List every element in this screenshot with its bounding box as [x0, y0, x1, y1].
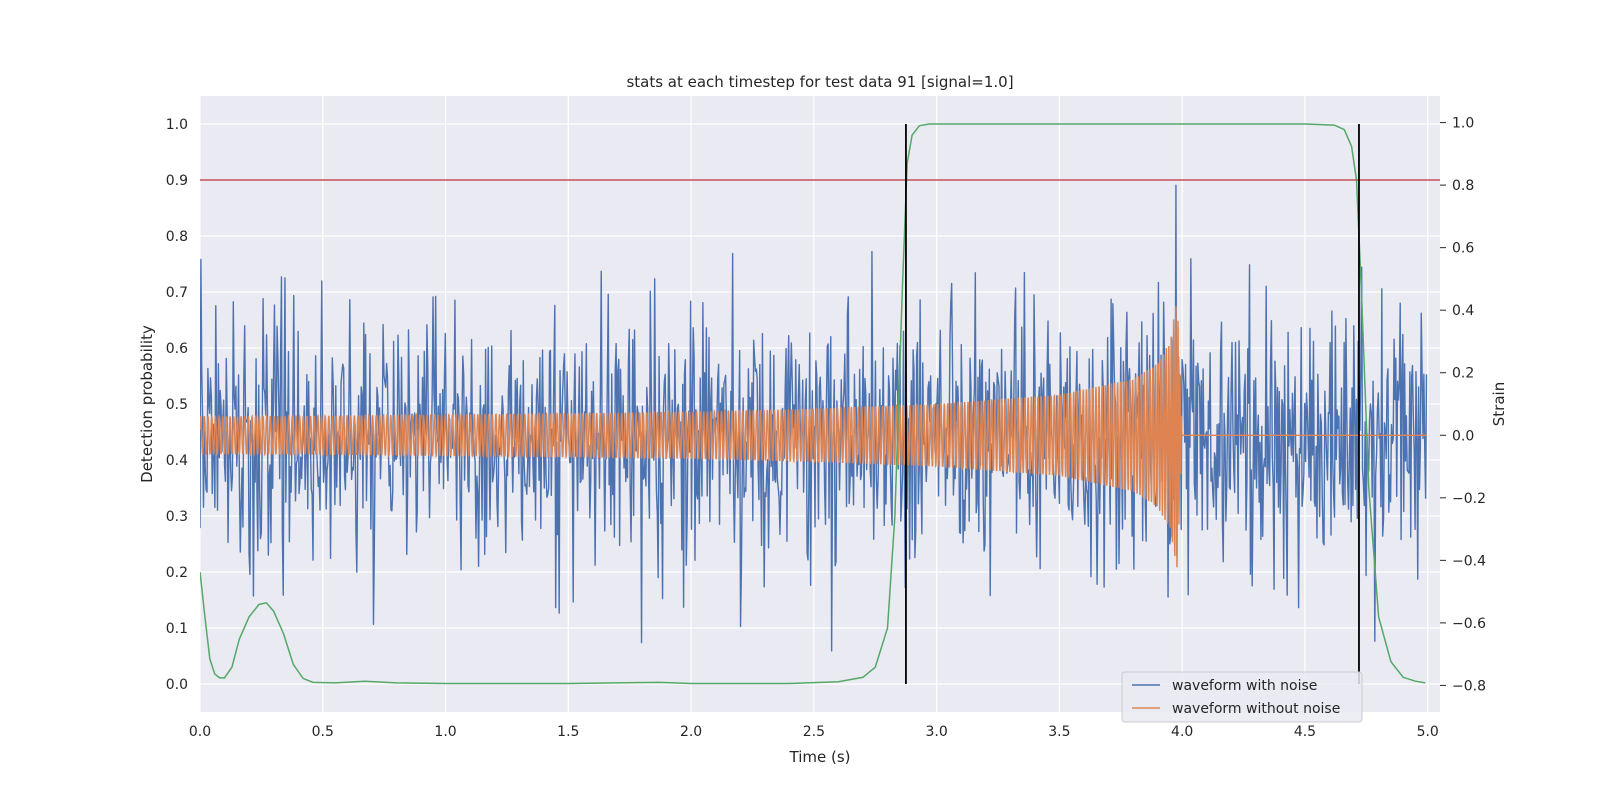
y-right-tick-label: −0.8	[1452, 678, 1486, 694]
y-left-tick-label: 0.8	[166, 229, 188, 245]
chart-title: stats at each timestep for test data 91 …	[626, 73, 1013, 91]
y-right-tick-label: −0.4	[1452, 553, 1486, 569]
y-axis-label-right: Strain	[1490, 382, 1508, 426]
y-right-tick-label: 0.2	[1452, 366, 1474, 382]
legend-label-noise: waveform with noise	[1172, 678, 1317, 694]
y-left-tick-label: 0.7	[166, 285, 188, 301]
legend-box	[1121, 671, 1363, 723]
x-tick-label: 2.5	[803, 724, 825, 740]
x-tick-label: 0.0	[189, 724, 211, 740]
y-right-tick-label: 0.6	[1452, 241, 1474, 257]
tick-labels: 0.0 0.5 1.0 1.5 2.0 2.5 3.0 3.5 4.0 4.5 5.0 0.0 0.1 0…	[166, 116, 1486, 740]
x-axis-label: Time (s)	[789, 748, 851, 766]
x-tick-label: 2.0	[680, 724, 702, 740]
y-left-tick-label: 0.5	[166, 397, 188, 413]
y-right-tick-label: 1.0	[1452, 116, 1474, 132]
y-left-tick-label: 0.9	[166, 173, 188, 189]
series-layer	[200, 123, 1440, 685]
x-tick-label: 1.0	[434, 724, 456, 740]
y-axis-label-left: Detection probability	[138, 325, 156, 483]
y-right-tick-label: 0.0	[1452, 428, 1474, 444]
y-right-tick-label: 0.4	[1452, 303, 1474, 319]
x-tick-label: 0.5	[312, 724, 334, 740]
y-left-tick-label: 0.0	[166, 677, 188, 693]
y-left-tick-label: 0.6	[166, 341, 188, 357]
y-left-tick-label: 1.0	[166, 117, 188, 133]
x-tick-label: 3.0	[926, 724, 948, 740]
y-left-tick-label: 0.2	[166, 565, 188, 581]
series-line-clean	[200, 306, 1427, 568]
series-line-detection-probability	[200, 123, 1426, 685]
x-tick-label: 1.5	[557, 724, 579, 740]
x-tick-label: 3.5	[1048, 724, 1070, 740]
legend: waveform with noise waveform without noi…	[1121, 671, 1363, 723]
y-right-tick-label: 0.8	[1452, 178, 1474, 194]
y-left-tick-label: 0.3	[166, 509, 188, 525]
y-left-tick-label: 0.4	[166, 453, 188, 469]
x-tick-label: 4.0	[1171, 724, 1193, 740]
x-tick-label: 5.0	[1417, 724, 1439, 740]
y-left-tick-label: 0.1	[166, 621, 188, 637]
legend-label-clean: waveform without noise	[1172, 701, 1340, 717]
y-right-tick-label: −0.2	[1452, 491, 1486, 507]
x-tick-label: 4.5	[1294, 724, 1316, 740]
y-right-tick-label: −0.6	[1452, 616, 1486, 632]
